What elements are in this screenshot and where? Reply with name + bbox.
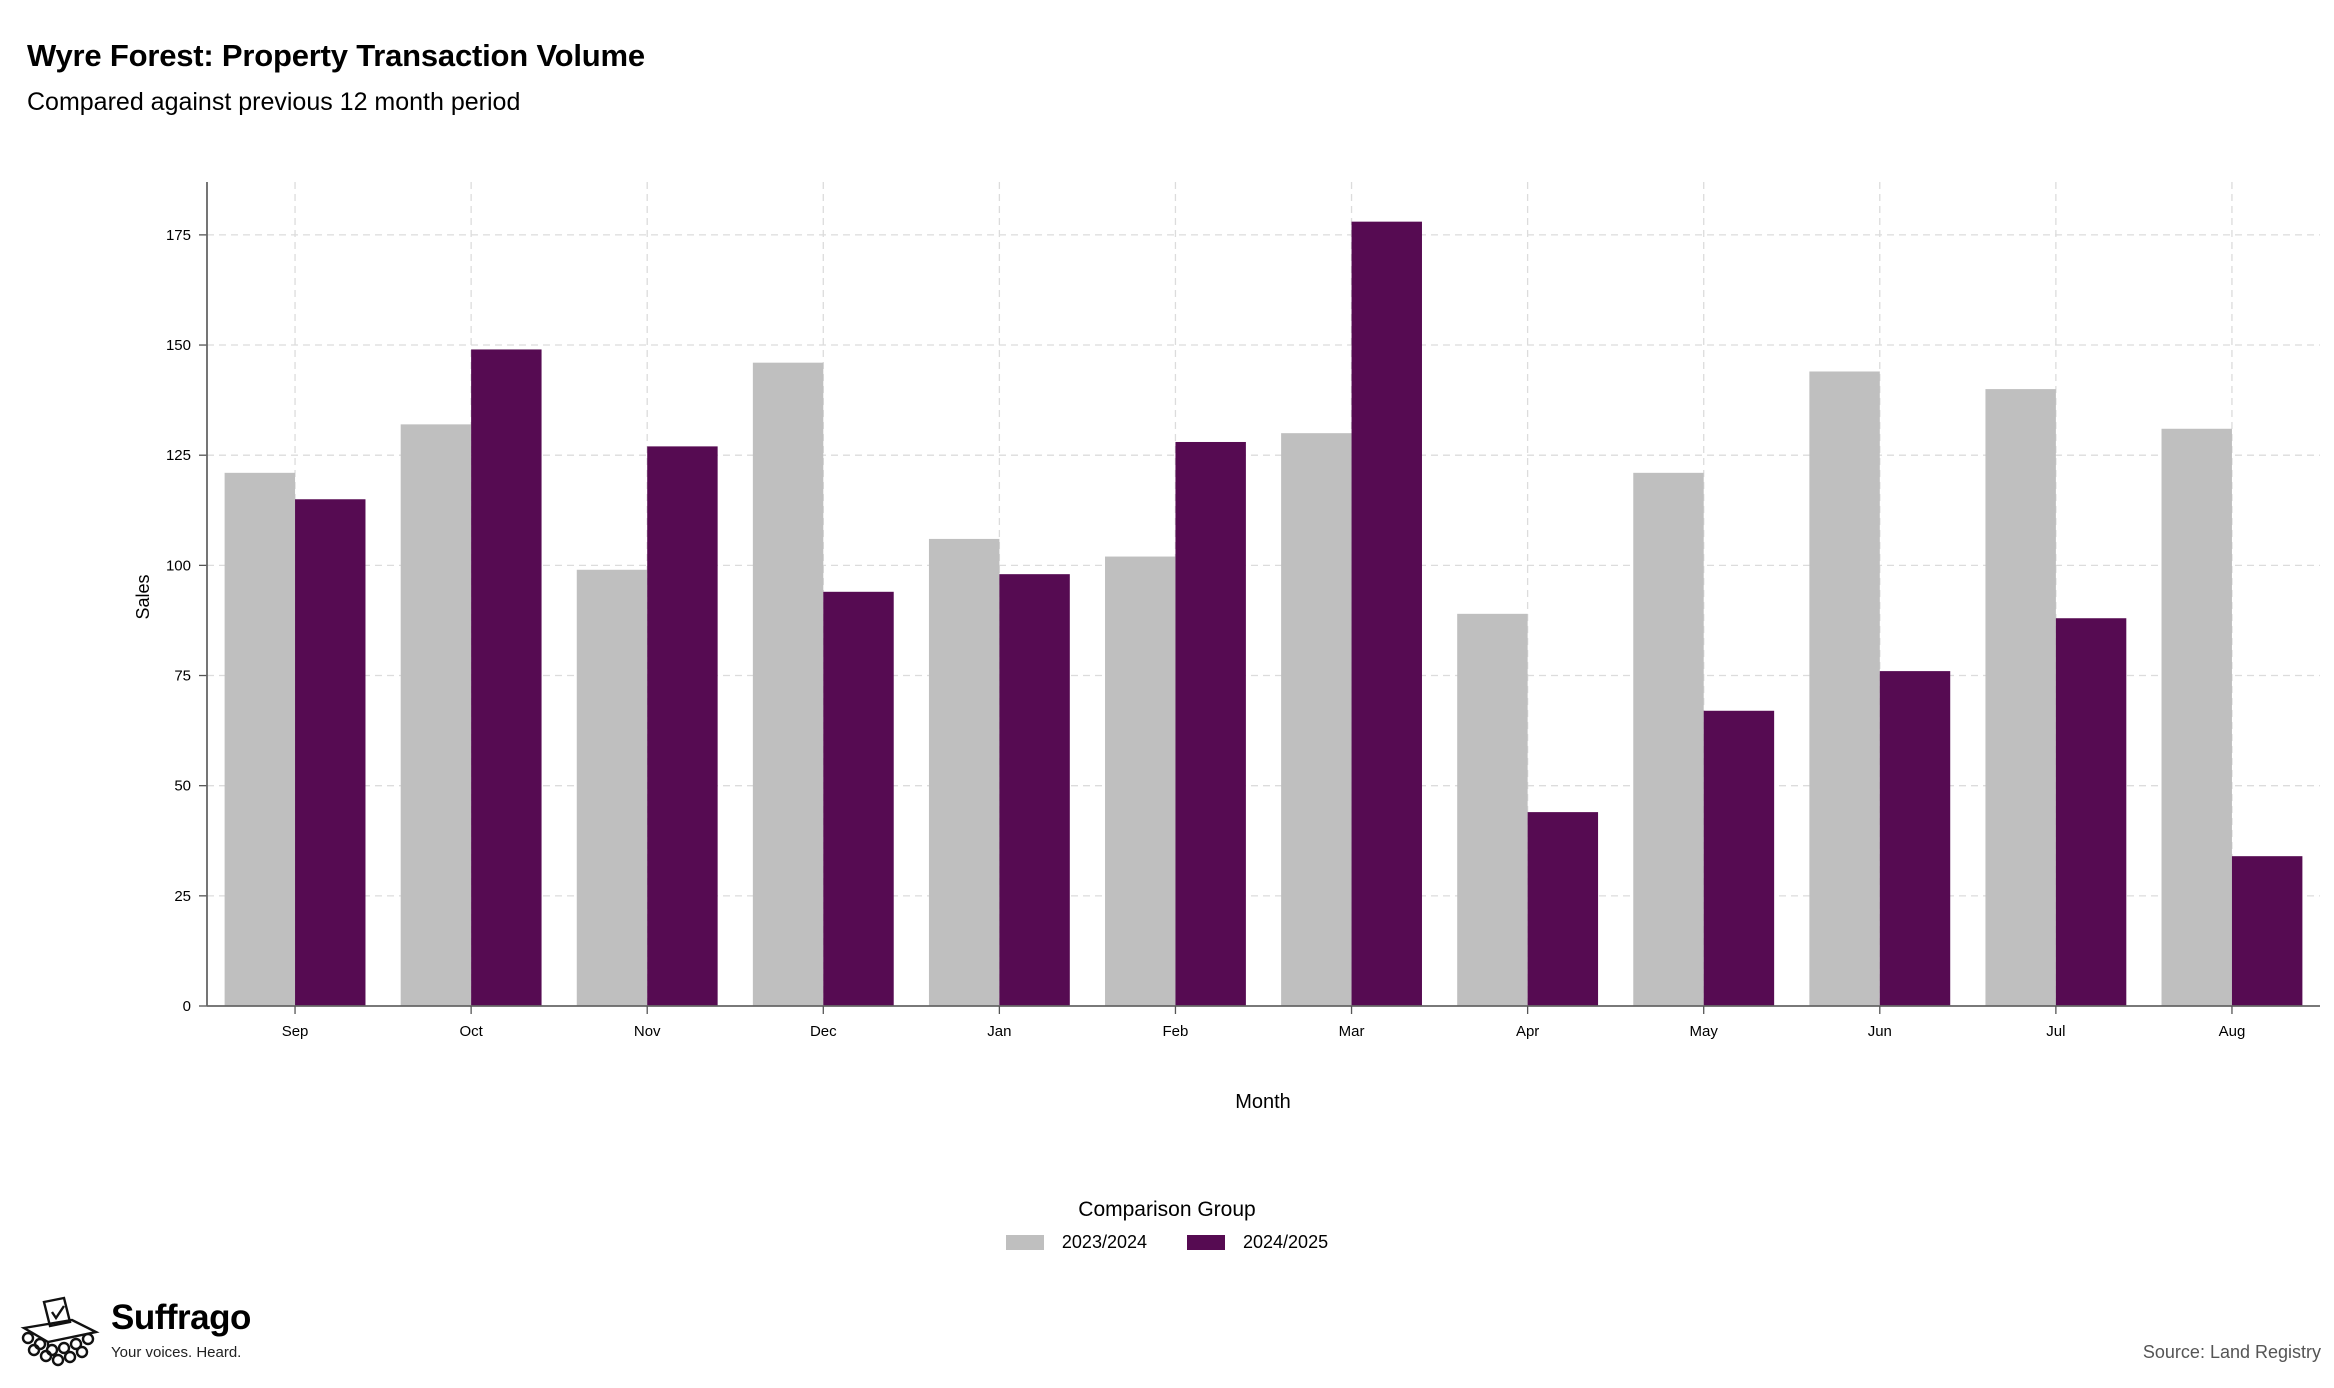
bar-2023-2024-dec	[752, 362, 824, 1007]
x-tick-label: Dec	[810, 1023, 837, 1040]
legend-swatch-2023-2024	[1005, 1235, 1044, 1250]
x-tick-label: Nov	[634, 1023, 661, 1040]
x-tick-label: Aug	[2219, 1023, 2246, 1040]
bar-2024-2025-apr	[1527, 812, 1599, 1006]
bar-2024-2025-mar	[1351, 221, 1422, 1006]
bar-2024-2025-dec	[823, 591, 894, 1006]
chart-title: Wyre Forest: Property Transaction Volume	[27, 38, 645, 73]
bar-2024-2025-aug	[2231, 856, 2303, 1006]
bar-2023-2024-oct	[400, 424, 472, 1007]
brand-tagline: Your voices. Heard.	[111, 1344, 242, 1361]
bar-2024-2025-sep	[295, 499, 366, 1006]
x-tick-label: Oct	[459, 1023, 483, 1040]
bar-2024-2025-jul	[2055, 618, 2127, 1006]
axes: 0 25 50 75 100 125 150 175 Sep Oct Nov Dec Jan Feb Mar…	[166, 182, 2320, 1040]
x-tick-label: Sep	[282, 1023, 309, 1040]
x-tick-label: Apr	[1516, 1023, 1539, 1040]
x-tick-label: Jul	[2046, 1023, 2065, 1040]
bar-2024-2025-nov	[647, 446, 718, 1007]
bar-2024-2025-jun	[1879, 671, 1951, 1006]
y-tick-label: 150	[166, 337, 191, 354]
source-note: Source: Land Registry	[2142, 1342, 2321, 1362]
x-tick-label: Jan	[987, 1023, 1011, 1040]
bar-2023-2024-feb	[1105, 556, 1176, 1006]
legend-title: Comparison Group	[1078, 1198, 1256, 1221]
y-tick-label: 50	[174, 778, 191, 795]
bar-2023-2024-mar	[1281, 433, 1352, 1006]
legend-label-2024-2025: 2024/2025	[1243, 1232, 1329, 1252]
x-tick-label: Feb	[1163, 1023, 1189, 1040]
bar-2023-2024-jan	[928, 538, 1000, 1006]
x-tick-label: Jun	[1868, 1023, 1892, 1040]
y-tick-label: 175	[166, 227, 191, 244]
y-tick-label: 0	[183, 998, 191, 1015]
legend-swatch-2024-2025	[1187, 1235, 1225, 1250]
x-tick-label: May	[1690, 1023, 1719, 1040]
x-axis-label: Month	[1235, 1091, 1291, 1113]
brand-name: Suffrago	[111, 1298, 251, 1337]
bar-2023-2024-jul	[1985, 389, 2056, 1007]
chart-subtitle: Compared against previous 12 month perio…	[27, 88, 521, 116]
legend-item-2023-2024: 2023/2024	[1005, 1232, 1147, 1253]
bar-2023-2024-sep	[224, 472, 296, 1007]
y-tick-label: 25	[174, 888, 191, 905]
legend-label-2023-2024: 2023/2024	[1061, 1232, 1147, 1252]
bar-2023-2024-nov	[576, 569, 648, 1006]
legend: Comparison Group 2023/2024 2024/2025	[0, 1198, 2334, 1253]
ballot-box-icon	[20, 1296, 100, 1367]
bar-2024-2025-oct	[471, 349, 542, 1006]
bar-2023-2024-may	[1633, 472, 1704, 1007]
bar-2023-2024-apr	[1457, 613, 1528, 1006]
y-tick-label: 75	[174, 668, 191, 685]
bar-2023-2024-aug	[2161, 428, 2232, 1006]
bars	[224, 221, 2303, 1007]
bar-chart: 0 25 50 75 100 125 150 175 Sep Oct Nov Dec Jan Feb Mar…	[133, 182, 2320, 1113]
y-axis-label: Sales	[133, 574, 153, 619]
y-tick-label: 100	[166, 557, 191, 574]
y-tick-label: 125	[166, 447, 191, 464]
x-tick-label: Mar	[1339, 1023, 1365, 1040]
bar-2023-2024-jun	[1809, 371, 1880, 1006]
bar-2024-2025-may	[1703, 710, 1775, 1006]
legend-items: 2023/2024 2024/2025	[0, 1232, 2334, 1253]
bar-2024-2025-jan	[999, 574, 1070, 1006]
legend-item-2024-2025: 2024/2025	[1187, 1232, 1328, 1253]
bar-2024-2025-feb	[1175, 441, 1246, 1006]
